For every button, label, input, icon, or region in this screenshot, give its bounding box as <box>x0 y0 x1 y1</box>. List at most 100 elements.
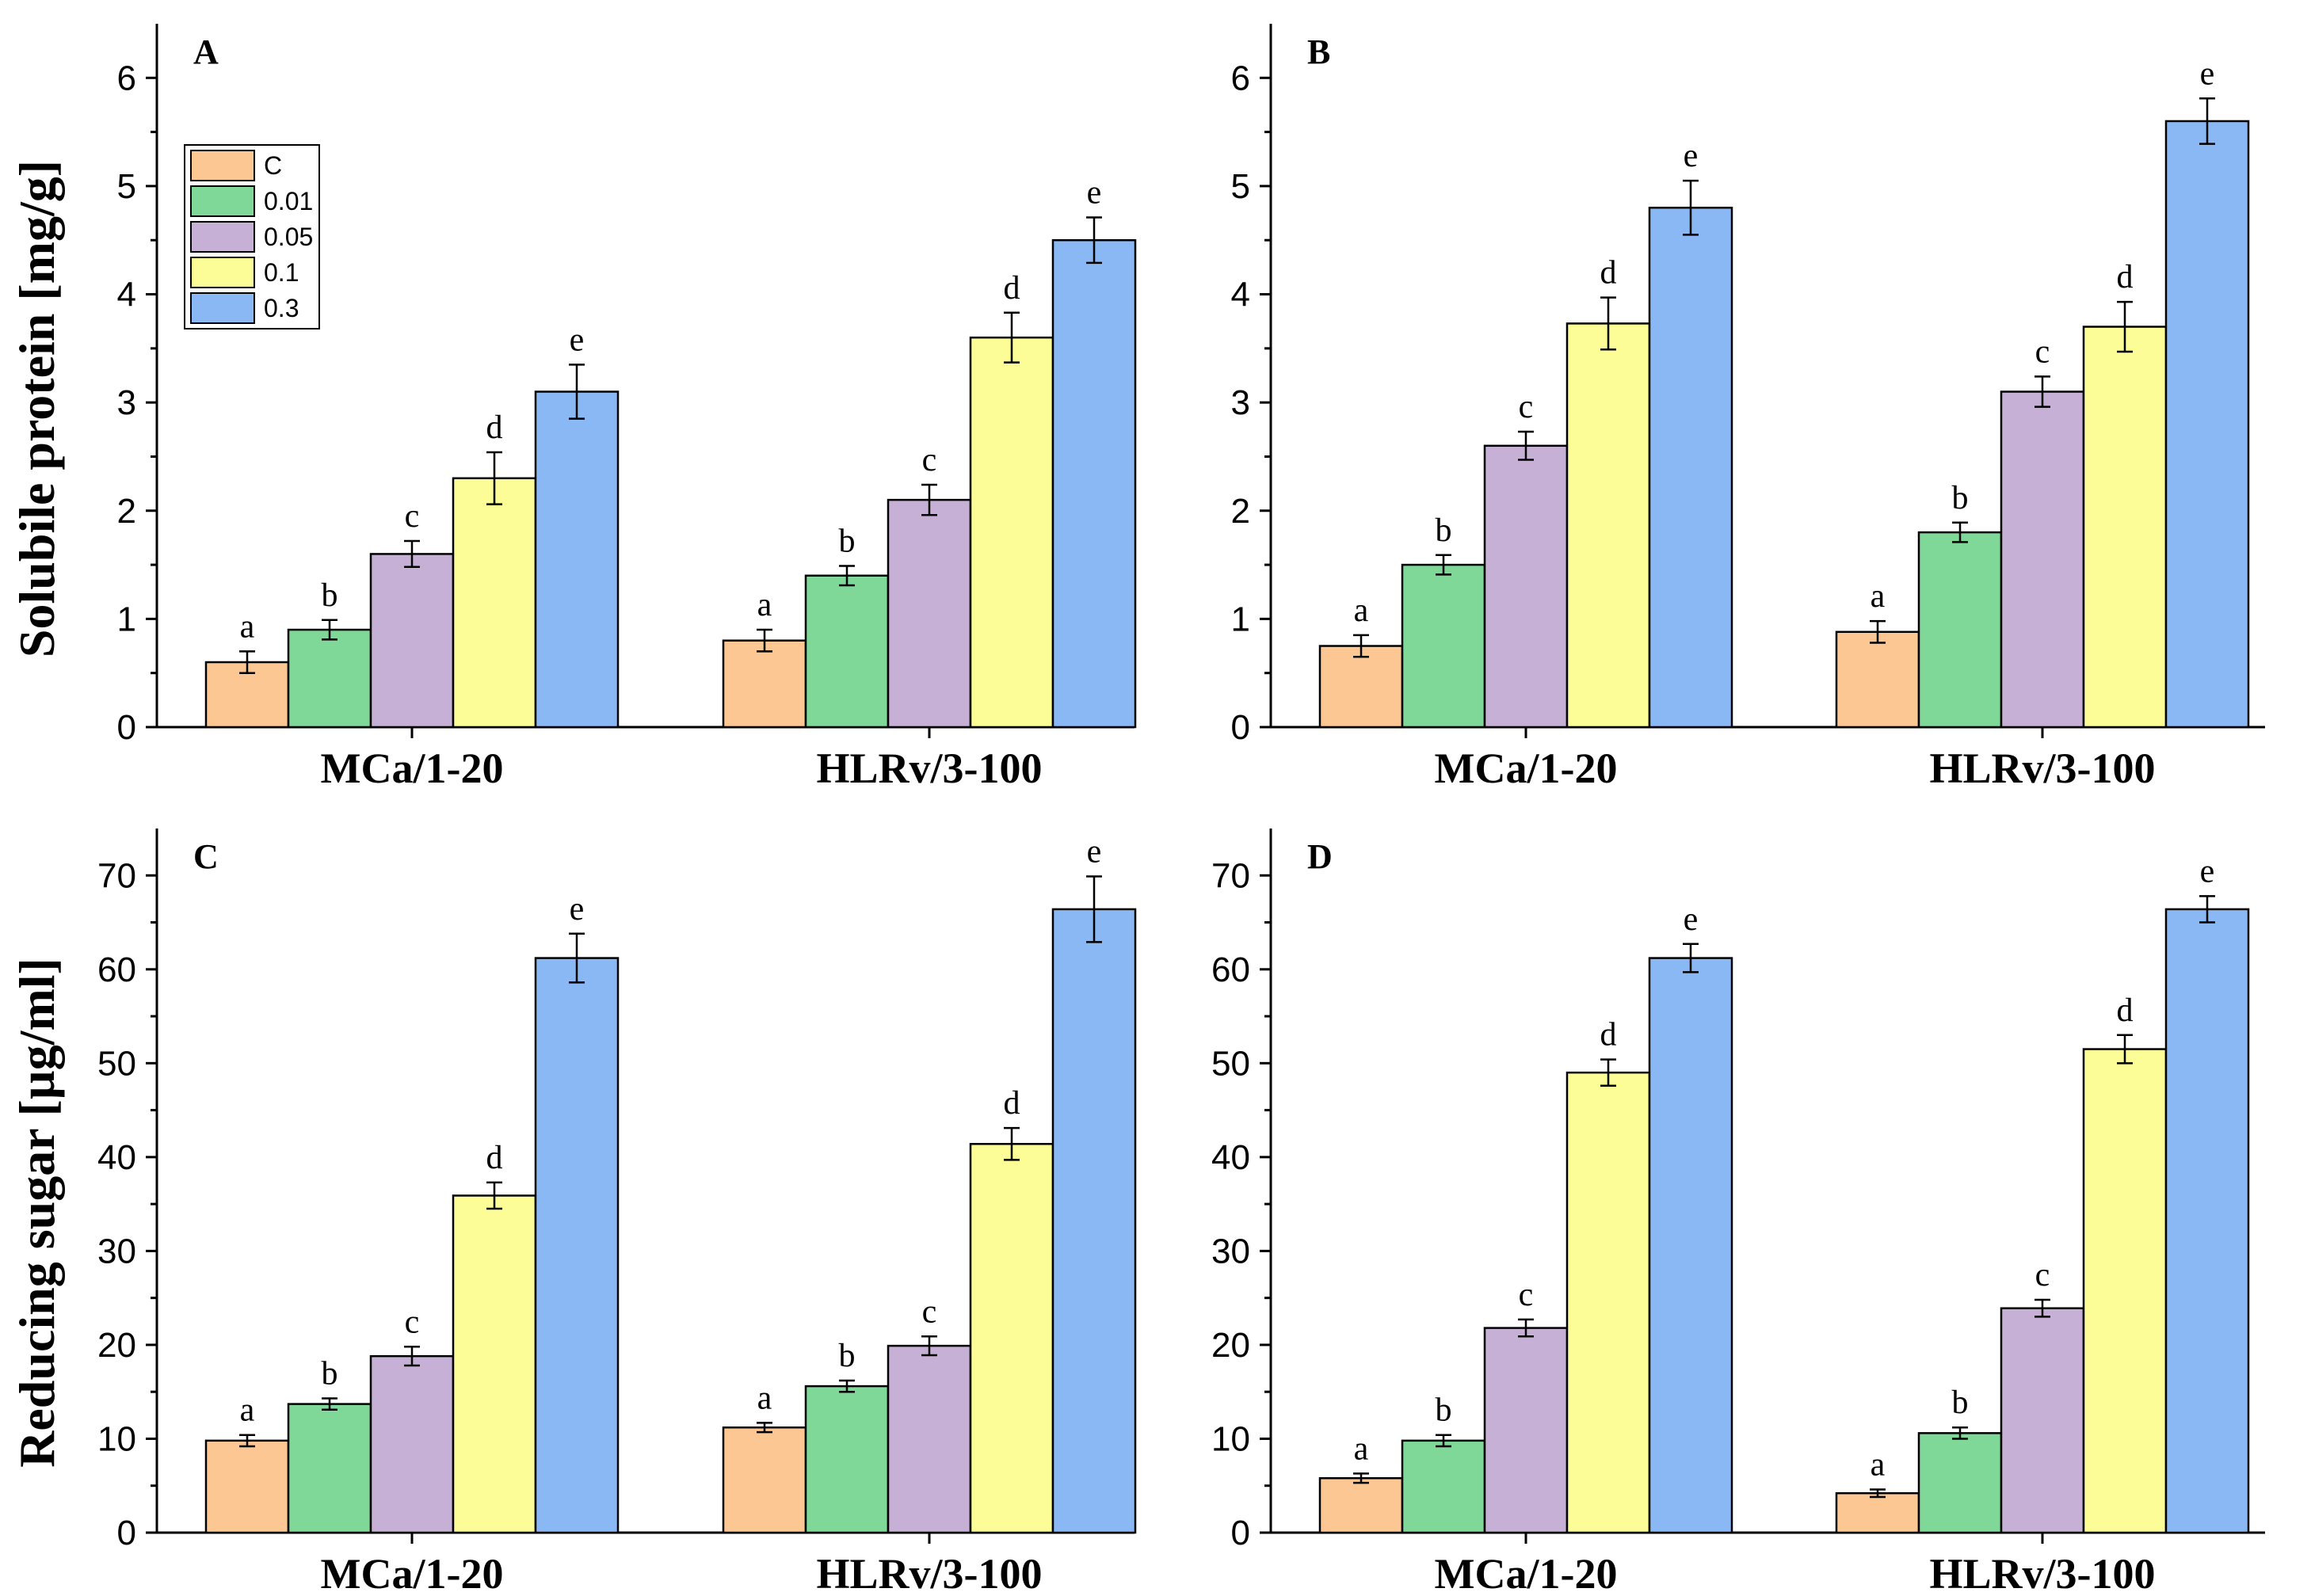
significance-letter: c <box>2035 333 2050 370</box>
bar-0.3 <box>534 390 620 729</box>
bar-0.05 <box>2000 390 2085 729</box>
y-tick-label: 6 <box>1231 59 1250 97</box>
y-tick-label: 2 <box>117 492 136 531</box>
significance-letter: b <box>322 577 338 614</box>
y-tick-label: 10 <box>1211 1419 1250 1458</box>
bar-0.3 <box>1648 206 1733 729</box>
bar-0.05 <box>1483 444 1569 729</box>
bar-0.1 <box>1565 322 1651 729</box>
significance-letter: d <box>1600 1017 1617 1053</box>
y-tick-label: 0 <box>117 708 136 747</box>
bar-C <box>1835 630 1920 729</box>
significance-letter: e <box>2200 55 2215 92</box>
y-tick-label: 70 <box>97 856 136 895</box>
significance-letter: c <box>405 498 420 535</box>
significance-letter: b <box>1436 1392 1452 1429</box>
y-tick-label: 70 <box>1211 856 1250 895</box>
panel-D: 0 10 20 30 40 50 60 70 MCa/1-20 a b c d e HLRv/3-100 a b… <box>1211 828 2265 1596</box>
y-tick-label: 3 <box>1231 383 1250 422</box>
bar-C <box>1835 1491 1920 1534</box>
y-tick-label: 50 <box>97 1044 136 1083</box>
bar-0.1 <box>452 477 537 729</box>
legend-swatch <box>190 292 255 324</box>
bar-C <box>722 1426 807 1534</box>
significance-letter: c <box>2035 1257 2050 1293</box>
bar-0.3 <box>1051 238 1137 729</box>
y-tick-label: 2 <box>1231 492 1250 531</box>
bar-0.05 <box>887 498 972 729</box>
y-tick-label: 10 <box>97 1419 136 1458</box>
y-tick-label: 4 <box>117 276 136 314</box>
significance-letter: a <box>240 1392 255 1429</box>
y-tick-label: 40 <box>97 1138 136 1177</box>
bar-0.05 <box>2000 1307 2085 1534</box>
y-tick-label: 30 <box>97 1232 136 1270</box>
significance-letter: b <box>839 523 856 559</box>
y-tick-label: 0 <box>1231 708 1250 747</box>
bar-0.01 <box>1917 1432 2003 1534</box>
significance-letter: e <box>570 322 585 358</box>
significance-letter: a <box>1871 578 1886 615</box>
bar-0.01 <box>1917 531 2003 729</box>
bar-0.05 <box>369 1354 455 1534</box>
y-tick-label: 0 <box>1231 1514 1250 1552</box>
significance-letter: d <box>1600 255 1617 291</box>
significance-letter: b <box>1436 512 1452 549</box>
y-tick-label: 30 <box>1211 1232 1250 1270</box>
bar-0.01 <box>287 1403 372 1534</box>
bar-C <box>1318 1477 1404 1534</box>
significance-letter: d <box>2117 992 2134 1029</box>
legend-label: 0.3 <box>264 294 299 322</box>
significance-letter: d <box>486 409 503 446</box>
bar-0.01 <box>804 574 890 729</box>
bar-C <box>722 639 807 729</box>
significance-letter: e <box>2200 853 2215 889</box>
y-tick-label: 5 <box>117 167 136 206</box>
bar-0.01 <box>804 1385 890 1534</box>
significance-letter: e <box>570 891 585 928</box>
legend-label: 0.01 <box>264 187 313 215</box>
significance-letter: c <box>922 442 937 478</box>
category-label: MCa/1-20 <box>1435 1550 1618 1596</box>
y-tick-label: 60 <box>1211 950 1250 989</box>
significance-letter: c <box>1519 389 1534 425</box>
bar-0.3 <box>1648 957 1733 1534</box>
significance-letter: d <box>486 1140 503 1176</box>
legend-swatch <box>190 150 255 181</box>
y-tick-label: 50 <box>1211 1044 1250 1083</box>
legend-label: 0.1 <box>264 258 299 287</box>
significance-letter: b <box>839 1338 856 1374</box>
bar-0.3 <box>534 957 620 1534</box>
significance-letter: a <box>1871 1446 1886 1483</box>
y-tick-label: 1 <box>117 600 136 638</box>
y-tick-label: 3 <box>117 383 136 422</box>
significance-letter: b <box>1952 480 1969 516</box>
significance-letter: a <box>1354 1430 1369 1467</box>
bar-0.3 <box>2164 120 2250 729</box>
bar-0.05 <box>369 553 455 729</box>
y-tick-label: 1 <box>1231 600 1250 638</box>
ylabel-solubile-protein: Solubile protein [mg/g] <box>9 160 65 657</box>
bar-0.1 <box>452 1194 537 1534</box>
bar-0.1 <box>2082 326 2168 729</box>
y-tick-label: 20 <box>97 1326 136 1365</box>
significance-letter: a <box>757 587 772 623</box>
bar-0.1 <box>2082 1048 2168 1534</box>
bar-0.3 <box>2164 908 2250 1534</box>
bar-0.05 <box>887 1344 972 1534</box>
bar-0.1 <box>969 1143 1054 1534</box>
bar-C <box>204 661 290 729</box>
significance-letter: a <box>757 1380 772 1416</box>
significance-letter: e <box>1684 138 1699 174</box>
y-tick-label: 6 <box>117 59 136 97</box>
panel-label: A <box>193 32 219 71</box>
significance-letter: a <box>1354 592 1369 629</box>
legend-swatch <box>190 185 255 217</box>
significance-letter: e <box>1087 175 1102 211</box>
y-tick-label: 0 <box>117 1514 136 1552</box>
bar-0.1 <box>969 336 1054 729</box>
significance-letter: c <box>1519 1277 1534 1313</box>
panel-label: D <box>1307 837 1333 876</box>
panel-A: 0 1 2 3 4 5 6 MCa/1-20 a b c d e HLRv/3-100 a b c d e A <box>117 24 1137 792</box>
